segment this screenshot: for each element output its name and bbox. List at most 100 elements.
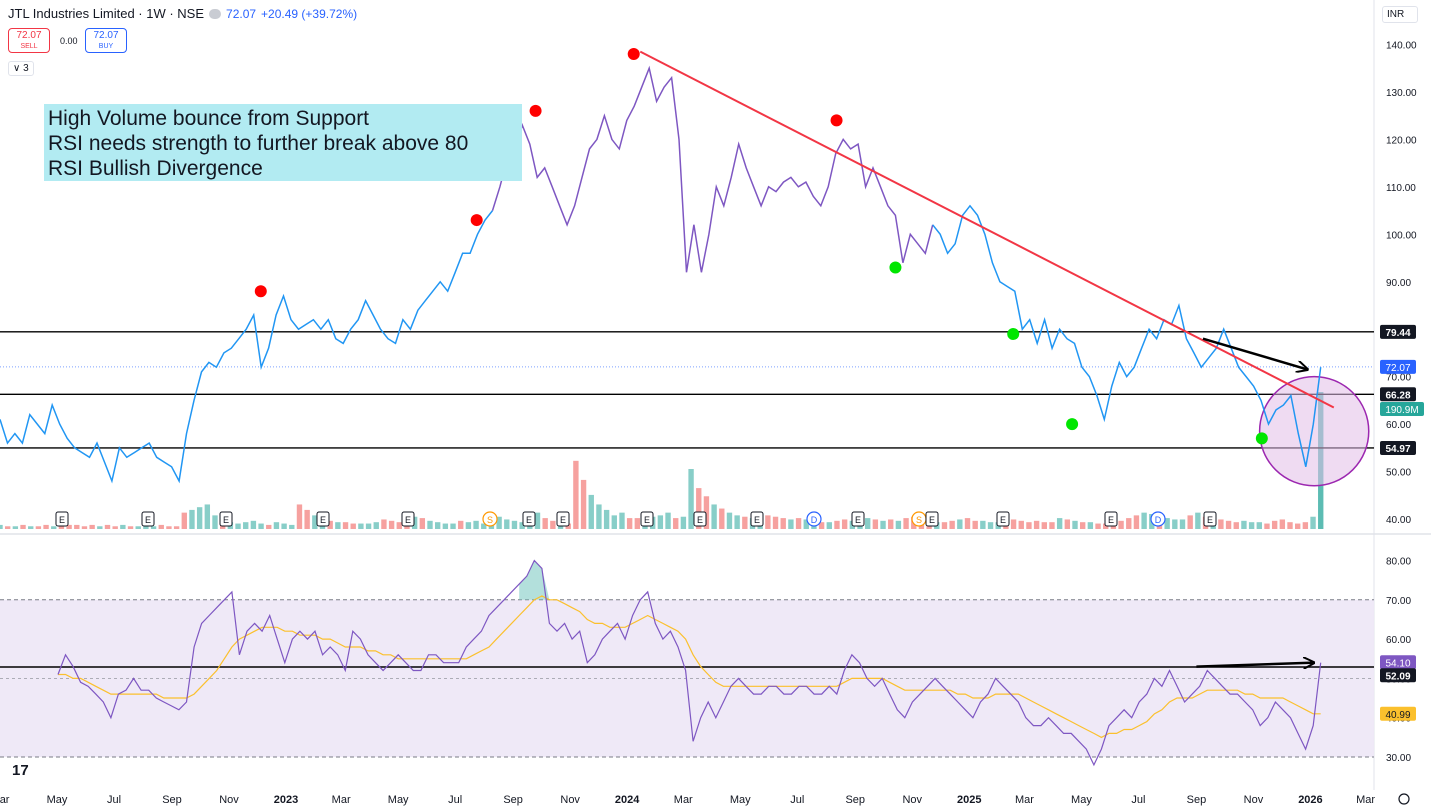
red-marker: [470, 214, 483, 227]
volume-bar: [1064, 519, 1071, 529]
buy-label: BUY: [98, 43, 114, 50]
event-marker-shape: [219, 511, 233, 527]
x-tick-label: Jul: [790, 794, 804, 806]
volume-bar: [266, 524, 272, 529]
event-marker-label: E: [1000, 515, 1006, 525]
eye-icon[interactable]: [209, 8, 222, 19]
rsi-tag-label: 54.10: [1385, 658, 1410, 669]
indicator-toggle-button[interactable]: ∨ 3: [8, 61, 34, 76]
volume-bar: [12, 526, 19, 529]
sell-label: SELL: [20, 43, 38, 50]
volume-bar: [580, 479, 587, 529]
price-tag-bg: [1380, 359, 1416, 374]
volume-bar: [1126, 518, 1132, 529]
volume-bar: [818, 522, 825, 529]
volume-bar: [872, 519, 879, 529]
volume-bar: [1302, 522, 1309, 529]
volume-bar: [58, 526, 65, 529]
symbol-title[interactable]: JTL Industries Limited · 1W · NSE: [8, 6, 205, 21]
volume-bar: [795, 518, 802, 529]
x-tick-label: Sep: [1187, 794, 1207, 806]
indicator-count: 3: [23, 63, 29, 74]
volume-bar: [450, 523, 456, 529]
volume-bar: [442, 523, 449, 529]
volume-bar: [742, 516, 748, 529]
red-marker: [529, 104, 542, 117]
event-marker-shape: [1150, 511, 1166, 527]
volume-bar: [619, 512, 625, 529]
price-tick-label: 130.00: [1386, 88, 1417, 99]
volume-bar: [365, 523, 372, 529]
price-arrow: [1202, 337, 1308, 370]
event-marker-shape: [693, 511, 707, 527]
header-change: +20.49 (+39.72%): [261, 6, 358, 21]
volume-bar: [373, 522, 379, 529]
event-marker-label: E: [855, 515, 861, 525]
volume-bar: [573, 460, 579, 529]
volume-bar: [434, 522, 441, 529]
event-marker-shape: [925, 511, 939, 527]
volume-bar: [1271, 520, 1278, 529]
price-tick-label: 110.00: [1386, 183, 1416, 194]
volume-bar: [964, 518, 971, 529]
buy-button[interactable]: 72.07 BUY: [85, 28, 127, 53]
volume-bar: [1195, 512, 1201, 529]
volume-bar: [1041, 522, 1047, 529]
volume-bar: [189, 509, 195, 529]
event-marker-label: E: [697, 515, 703, 525]
volume-tag-label: 190.9M: [1385, 405, 1418, 416]
volume-bar: [358, 523, 364, 529]
x-tick-label: Mar: [1356, 794, 1375, 806]
volume-bar: [1033, 520, 1040, 529]
volume-bar: [296, 504, 303, 529]
volume-bar: [1026, 522, 1032, 529]
volume-bar: [626, 518, 633, 529]
volume-bar: [696, 488, 702, 529]
price-plot: [0, 47, 1374, 487]
x-tick-label: May: [1071, 794, 1092, 806]
currency-button[interactable]: INR: [1382, 6, 1418, 23]
green-marker: [889, 261, 902, 274]
volume-bar: [1010, 519, 1017, 529]
level-tag-bg: [1380, 324, 1416, 339]
sell-button[interactable]: 72.07 SELL: [8, 28, 50, 53]
event-marker-label: E: [644, 515, 650, 525]
volume-bar: [611, 515, 617, 529]
volume-bar: [972, 520, 978, 529]
annotation-note[interactable]: High Volume bounce from Support RSI need…: [44, 104, 522, 181]
volume-bar: [481, 523, 487, 529]
price-tick-label: 60.00: [1386, 420, 1411, 431]
rsi-tick-label: 80.00: [1386, 557, 1411, 568]
tradingview-logo[interactable]: 17: [12, 762, 29, 779]
event-marker-label: E: [754, 515, 760, 525]
price-tag-label: 72.07: [1385, 363, 1410, 374]
volume-bar: [112, 526, 118, 529]
volume-bar: [43, 524, 49, 529]
volume-bar: [1164, 518, 1170, 529]
volume-bar: [173, 526, 180, 529]
volume-bar: [711, 504, 717, 529]
price-tick-label: 90.00: [1386, 278, 1411, 289]
rsi-ma-line: [58, 595, 1321, 739]
event-marker-shape: [55, 511, 69, 527]
volume-bar: [465, 522, 472, 529]
price-tick-label: 50.00: [1386, 468, 1411, 479]
volume-bar: [181, 512, 187, 529]
price-tick-label: 100.00: [1386, 230, 1417, 241]
volume-bar: [941, 522, 948, 529]
volume-bar: [780, 518, 786, 529]
volume-bar: [66, 524, 72, 529]
volume-bar: [427, 520, 433, 529]
volume-bar: [411, 516, 418, 529]
x-tick-label: Jul: [107, 794, 121, 806]
volume-bar: [204, 504, 211, 529]
volume-bar: [596, 504, 602, 529]
volume-bar: [1087, 522, 1094, 529]
red-marker: [830, 114, 843, 127]
volume-bar: [703, 496, 710, 529]
level-tag-label: 66.28: [1385, 390, 1410, 401]
x-tick-label: Mar: [674, 794, 693, 806]
volume-bar: [1218, 519, 1224, 529]
event-marker-label: E: [1108, 515, 1114, 525]
